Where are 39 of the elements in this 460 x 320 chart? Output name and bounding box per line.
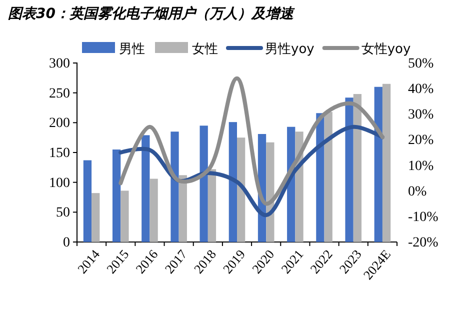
bar [150, 178, 158, 242]
y-tick-label: 150 [49, 146, 70, 161]
chart-title: 图表30：英国雾化电子烟用户（万人）及增速 [8, 5, 296, 22]
y-tick-label: 200 [49, 116, 70, 132]
bar [382, 84, 391, 242]
bar [345, 98, 354, 242]
y2-tick-label: -20% [408, 235, 439, 250]
line-series [118, 76, 384, 206]
y2-tick-label: 40% [408, 82, 434, 98]
bar [200, 126, 208, 242]
legend-label: 女性 [192, 42, 218, 57]
y-tick-label: 100 [49, 176, 70, 191]
bar [324, 112, 332, 242]
y-tick-label: 0 [63, 235, 70, 250]
bar [374, 86, 382, 242]
bar [170, 132, 179, 242]
bar [120, 190, 129, 242]
bar [228, 122, 237, 242]
y2-tick-label: 30% [408, 108, 434, 123]
legend-label: 男性 [119, 42, 145, 57]
y-tick-label: 250 [49, 86, 70, 102]
bar [83, 160, 92, 242]
bar [316, 113, 324, 242]
y-tick-label: 300 [49, 56, 70, 72]
bar [237, 138, 246, 242]
y-tick-label: 50 [56, 206, 70, 221]
y2-tick-label: 20% [408, 133, 434, 148]
bar [178, 175, 187, 242]
bar [112, 150, 121, 242]
y2-tick-label: 0% [408, 184, 427, 200]
legend-label: 女性yoy [361, 42, 411, 57]
bar [353, 94, 362, 242]
bar [142, 135, 150, 242]
bar [92, 193, 100, 242]
bar [208, 169, 216, 242]
legend-label: 男性yoy [265, 42, 315, 57]
y2-tick-label: 50% [408, 56, 434, 72]
y2-tick-label: -10% [408, 210, 439, 225]
y2-tick-label: 10% [408, 158, 434, 174]
